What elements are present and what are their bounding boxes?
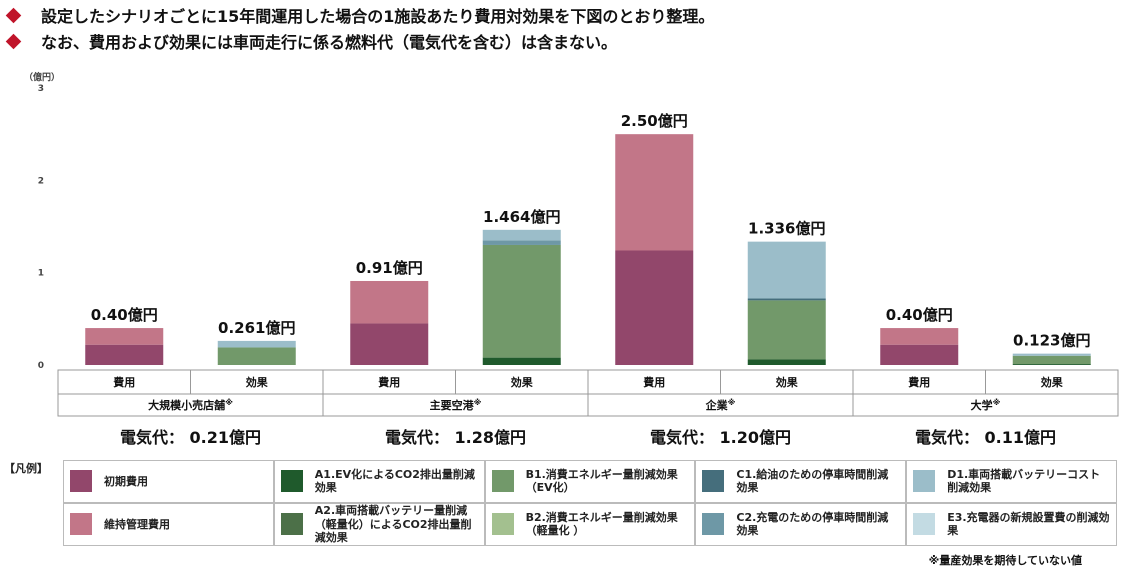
x-tick-label: 効果	[246, 375, 268, 389]
y-tick-label: 3	[38, 84, 44, 94]
bar-segment-initial	[880, 344, 959, 365]
table-cell	[322, 369, 456, 395]
legend-swatch	[70, 513, 92, 536]
electricity-cost-label: 電気代： 1.28億円	[385, 428, 526, 447]
legend-item-B1: B1.消費エネルギー量削減効果（EV化）	[484, 460, 696, 503]
x-tick-label: 効果	[776, 375, 798, 389]
group-label-mark: ※	[993, 397, 1001, 407]
legend-label: B1.消費エネルギー量削減効果（EV化）	[525, 467, 678, 495]
table-cell	[985, 369, 1119, 395]
legend-item-A1: A1.EV化によるCO2排出量削減効果	[273, 460, 485, 503]
legend-swatch	[491, 513, 514, 536]
stacked-bar-chart: （億円） 0 1 2 3 0.40億円 0.261億円 0.91億円 1.464億円 2.50億…	[24, 71, 1119, 447]
group-label: 大規模小売店舗※	[148, 397, 233, 412]
bar-segment-B1	[482, 244, 561, 358]
bar-segment-B1	[1012, 355, 1091, 365]
x-tick-label: 費用	[907, 375, 930, 389]
x-tick-label: 費用	[112, 375, 135, 389]
legend-item-initial: 初期費用	[63, 460, 274, 503]
bar-segment-D1	[747, 241, 826, 299]
legend-title: 【凡例】	[4, 462, 48, 475]
bullet-list: 設定したシナリオごとに15年間運用した場合の1施設あたり費用対効果を下図のとおり…	[4, 2, 714, 54]
footnote: ※量産効果を期待していない値	[928, 554, 1082, 567]
legend-label: A2.車両搭載バッテリー量削減（軽量化）によるCO2排出量削減効果	[314, 503, 472, 545]
bar-segment-A1	[1012, 364, 1091, 365]
group-label-mark: ※	[225, 397, 233, 407]
bar-segment-maintenance	[350, 280, 429, 324]
bar-segment-B1	[217, 347, 296, 365]
y-axis-label: （億円）	[24, 71, 60, 83]
group-label: 主要空港※	[430, 397, 482, 412]
x-tick-label: 費用	[642, 375, 665, 389]
y-tick-label: 1	[38, 269, 44, 279]
legend-item-B2: B2.消費エネルギー量削減効果（軽量化 ）	[484, 502, 696, 546]
table-cell	[852, 393, 1119, 417]
legend-swatch	[913, 513, 936, 536]
legend-label: B2.消費エネルギー量削減効果（軽量化 ）	[525, 510, 678, 538]
legend-swatch	[491, 470, 514, 493]
legend-label: D1.車両搭載バッテリーコスト削減効果	[947, 467, 1101, 495]
bar-segment-B1	[747, 300, 826, 360]
bar-segment-maintenance	[880, 328, 959, 345]
bullet-item: 設定したシナリオごとに15年間運用した場合の1施設あたり費用対効果を下図のとおり…	[4, 2, 714, 28]
x-tick-label: 効果	[1041, 375, 1063, 389]
legend-swatch	[913, 470, 936, 493]
x-tick-label: 効果	[511, 375, 533, 389]
legend-swatch	[280, 470, 303, 493]
bullet-item: なお、費用および効果には車両走行に係る燃料代（電気代を含む）は含まない。	[4, 28, 714, 54]
bar-segment-maintenance	[85, 328, 164, 345]
legend: 初期費用 A1.EV化によるCO2排出量削減効果 B1.消費エネルギー量削減効果（E…	[63, 460, 1117, 546]
legend-item-C2: C2.充電のための停車時間削減効果	[695, 502, 907, 546]
bar-segment-initial	[85, 344, 164, 365]
legend-label: 維持管理費用	[104, 517, 170, 531]
bar-total-label: 1.464億円	[483, 208, 560, 226]
electricity-cost-label: 電気代： 0.11億円	[915, 428, 1056, 447]
y-tick-label: 2	[38, 176, 44, 186]
electricity-cost-label: 電気代： 1.20億円	[650, 428, 791, 447]
electricity-cost-label: 電気代： 0.21億円	[120, 428, 261, 447]
legend-swatch	[280, 513, 303, 536]
legend-label: A1.EV化によるCO2排出量削減効果	[314, 467, 475, 495]
legend-item-maintenance: 維持管理費用	[63, 502, 274, 546]
bar-segment-D1	[482, 229, 561, 241]
legend-item-E3: E3.充電器の新規設置費の削減効果	[906, 502, 1117, 546]
bar-segment-A1	[482, 357, 561, 365]
bar-total-label: 0.40億円	[886, 306, 953, 324]
bar-segment-C2	[482, 240, 561, 245]
legend-label: C1.給油のための停車時間削減効果	[736, 467, 889, 495]
y-tick-label: 0	[38, 361, 44, 371]
bar-segment-D1	[1012, 353, 1091, 356]
bar-segment-C1	[747, 298, 826, 301]
bar-total-label: 2.50億円	[621, 112, 688, 130]
legend-item-C1: C1.給油のための停車時間削減効果	[695, 460, 907, 503]
bar-total-label: 0.123億円	[1013, 332, 1090, 350]
bullet-text: 設定したシナリオごとに15年間運用した場合の1施設あたり費用対効果を下図のとおり…	[41, 7, 715, 26]
bar-segment-maintenance	[615, 134, 694, 251]
bar-segment-initial	[350, 323, 429, 365]
table-cell	[587, 369, 721, 395]
legend-item-A2: A2.車両搭載バッテリー量削減（軽量化）によるCO2排出量削減効果	[273, 502, 485, 546]
group-label-mark: ※	[474, 397, 482, 407]
x-tick-label: 費用	[377, 375, 400, 389]
group-label-mark: ※	[728, 397, 736, 407]
bar-segment-initial	[615, 250, 694, 365]
legend-label: 初期費用	[104, 474, 148, 488]
legend-label: E3.充電器の新規設置費の削減効果	[947, 510, 1110, 538]
table-cell	[57, 369, 191, 395]
legend-item-D1: D1.車両搭載バッテリーコスト削減効果	[906, 460, 1117, 503]
bar-segment-D1	[217, 340, 296, 348]
legend-swatch	[702, 470, 725, 493]
bullet-text: なお、費用および効果には車両走行に係る燃料代（電気代を含む）は含まない。	[41, 33, 618, 52]
bar-total-label: 0.40億円	[91, 306, 158, 324]
legend-swatch	[702, 513, 725, 536]
legend-label: C2.充電のための停車時間削減効果	[736, 510, 889, 538]
bar-total-label: 0.261億円	[218, 319, 295, 337]
bar-total-label: 1.336億円	[748, 220, 825, 238]
bar-segment-A1	[747, 359, 826, 365]
legend-swatch	[70, 470, 92, 493]
bar-total-label: 0.91億円	[356, 259, 423, 277]
